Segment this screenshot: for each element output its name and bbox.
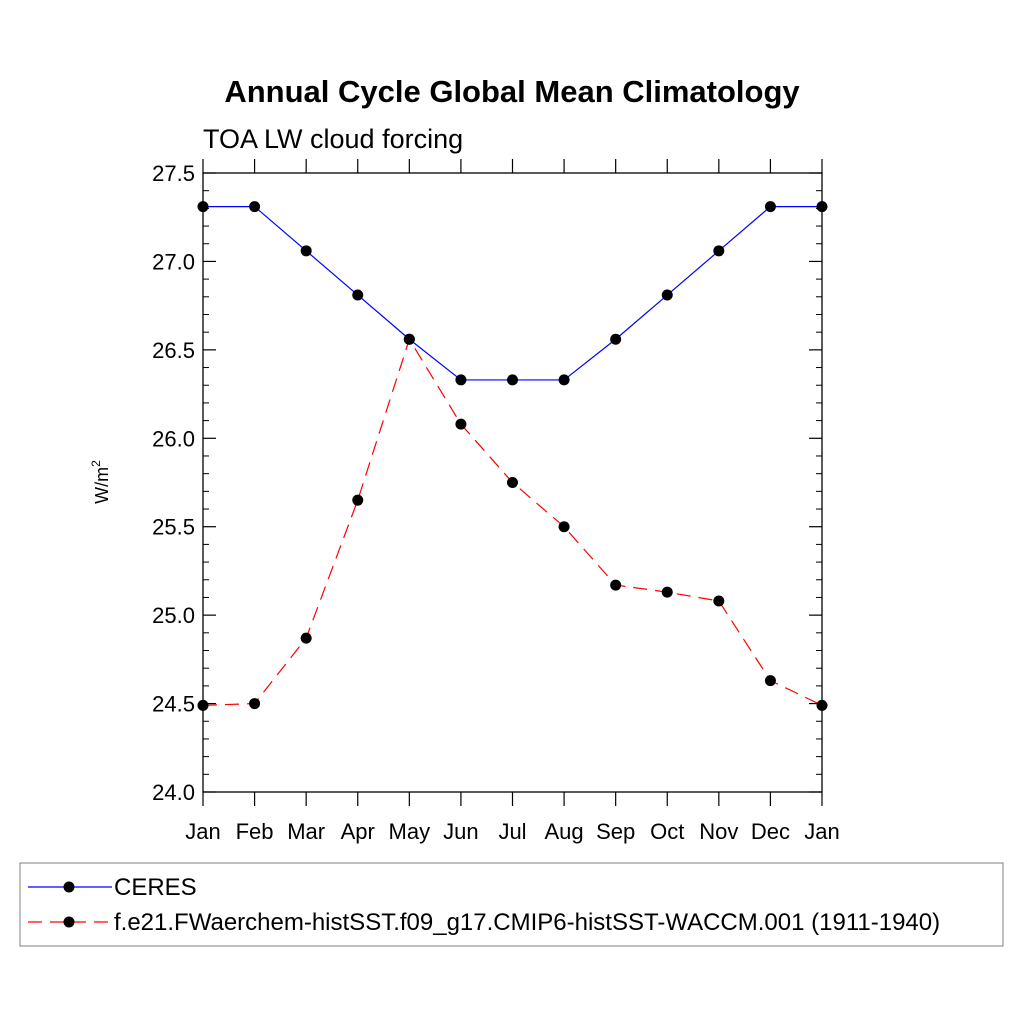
y-axis-label: W/m2	[89, 460, 112, 504]
legend-marker-2	[63, 916, 75, 928]
y-axis-label-superscript: 2	[89, 460, 103, 467]
legend-entry-1: CERES	[28, 874, 197, 901]
legend-marker-1	[63, 881, 75, 893]
series-1-point	[352, 289, 364, 301]
chart-title: Annual Cycle Global Mean Climatology	[224, 74, 800, 109]
series-1	[197, 201, 828, 386]
x-tick-label: Aug	[545, 819, 584, 844]
series-1-point	[764, 201, 776, 213]
series-1-point	[249, 201, 261, 213]
series-2-point	[403, 333, 415, 345]
series-1-point	[610, 333, 622, 345]
series-2-point	[610, 579, 622, 591]
series-line-2	[202, 337, 823, 706]
y-tick-label: 27.0	[152, 249, 195, 274]
x-tick-label: May	[389, 819, 431, 844]
series-layer	[197, 201, 828, 711]
series-1-point	[300, 245, 312, 257]
x-tick-label: Sep	[596, 819, 635, 844]
series-line-1	[203, 206, 822, 381]
x-tick-label: Feb	[236, 819, 274, 844]
x-tick-label: Jan	[185, 819, 220, 844]
series-2	[197, 333, 828, 711]
x-tick-label: Jul	[498, 819, 526, 844]
series-1-point	[661, 289, 673, 301]
legend-label-2: f.e21.FWaerchem-histSST.f09_g17.CMIP6-hi…	[114, 909, 940, 936]
series-2-point	[352, 494, 364, 506]
series-2-point	[300, 632, 312, 644]
x-tick-label: Nov	[699, 819, 738, 844]
series-2-point	[249, 698, 261, 710]
x-tick-label: Dec	[751, 819, 790, 844]
x-tick-label: Jun	[443, 819, 478, 844]
series-1-point	[713, 245, 725, 257]
x-tick-label: Apr	[341, 819, 375, 844]
y-axis-label-text: W/m	[92, 467, 112, 504]
y-tick-label: 24.5	[152, 692, 195, 717]
legend-entries: CERES f.e21.FWaerchem-histSST.f09_g17.CMI…	[28, 874, 940, 936]
series-2-point	[558, 521, 570, 533]
y-tick-label: 26.5	[152, 338, 195, 363]
chart-subtitle: TOA LW cloud forcing	[203, 124, 463, 154]
plot-frame	[202, 172, 823, 793]
svg-text:W/m2: W/m2	[89, 460, 112, 504]
y-tick-label: 27.5	[152, 161, 195, 186]
legend: CERES f.e21.FWaerchem-histSST.f09_g17.CMI…	[19, 862, 1004, 947]
series-1-point	[455, 374, 467, 386]
series-2-point	[455, 418, 467, 430]
series-1-point	[507, 374, 518, 386]
y-tick-label: 26.0	[152, 426, 195, 451]
legend-box	[19, 862, 1004, 947]
y-tick-labels: 24.0 24.5 25.0 25.5 26.0 26.5 27.0 27.5	[152, 161, 195, 805]
series-2-point	[764, 675, 776, 687]
series-2-point	[661, 586, 673, 598]
y-tick-label: 25.5	[152, 515, 195, 540]
x-tick-label: Mar	[287, 819, 325, 844]
x-tick-label: Oct	[650, 819, 684, 844]
series-2-point	[507, 477, 518, 488]
series-2-point	[713, 595, 725, 607]
legend-entry-2: f.e21.FWaerchem-histSST.f09_g17.CMIP6-hi…	[28, 909, 940, 936]
x-tick-label: Jan	[804, 819, 839, 844]
legend-label-1: CERES	[114, 874, 197, 901]
y-tick-label: 24.0	[152, 780, 195, 805]
y-tick-label: 25.0	[152, 603, 195, 628]
x-tick-labels: Jan Feb Mar Apr May Jun Jul Aug Sep Oct Nov Dec Jan	[185, 819, 839, 844]
series-1-point	[558, 374, 570, 386]
